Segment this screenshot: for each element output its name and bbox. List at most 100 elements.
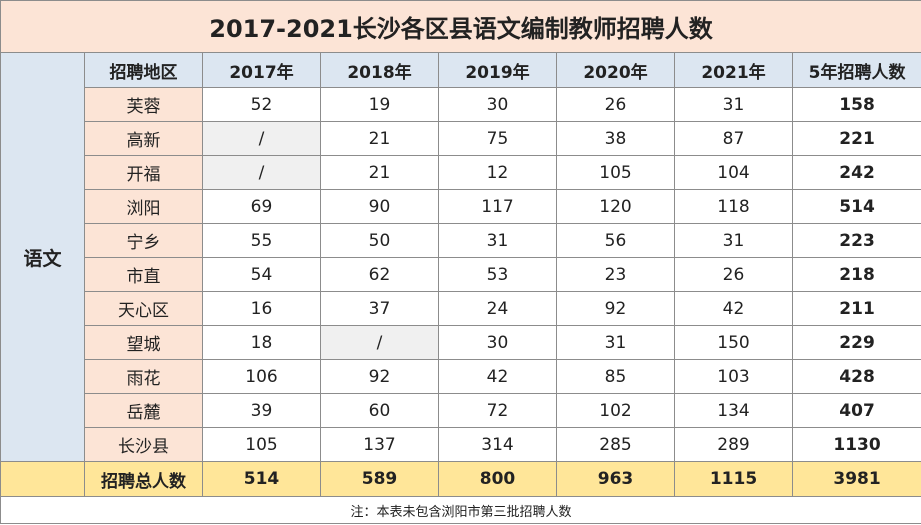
- value-cell: 12: [438, 155, 557, 190]
- value-cell: 42: [674, 291, 793, 326]
- value-cell: 314: [438, 427, 557, 462]
- value-cell: 105: [556, 155, 675, 190]
- total-cell: 3981: [791, 461, 921, 497]
- value-cell: 16: [202, 291, 321, 326]
- title-row: 2017-2021长沙各区县语文编制教师招聘人数: [0, 0, 921, 53]
- data-row: 高新/21 75 38 87 221: [1, 121, 921, 156]
- value-cell: 134: [674, 393, 793, 428]
- value-cell: 60: [320, 393, 439, 428]
- value-cell: 23: [556, 257, 675, 292]
- header-cell: 2019年: [438, 52, 557, 88]
- data-row: 天心区 16 37 24 92 42 211: [1, 291, 921, 326]
- value-cell: 92: [320, 359, 439, 394]
- table-title: 2017-2021长沙各区县语文编制教师招聘人数: [0, 0, 921, 53]
- header-row: 语文 招聘地区 2017年 2018年 2019年 2020年 2021年 5年招聘人数: [0, 52, 921, 462]
- region-cell: 市直: [84, 257, 203, 292]
- value-cell: 26: [674, 257, 793, 292]
- header-cell: 2018年: [320, 52, 439, 88]
- note: 注：本表未包含浏阳市第三批招聘人数: [0, 496, 921, 524]
- value-cell: 30: [438, 325, 557, 360]
- value-cell: 31: [556, 325, 675, 360]
- data-row: 开福/21 12 105 104 242: [1, 155, 921, 190]
- header-cell: 2021年: [674, 52, 793, 88]
- value-cell: 52: [202, 87, 321, 122]
- value-cell: 102: [556, 393, 675, 428]
- data-row: 芙蓉 52 19 30 26 31 158: [1, 87, 921, 122]
- data-row: 浏阳 69 90 117 120 118 514: [1, 189, 921, 224]
- total-spacer: [0, 461, 85, 497]
- value-cell: 150: [674, 325, 793, 360]
- data-row: 雨花 106 92 42 85 103 428: [1, 359, 921, 394]
- value-cell: 218: [791, 257, 921, 292]
- value-cell: 285: [556, 427, 675, 462]
- value-cell: 211: [791, 291, 921, 326]
- value-cell: 18: [202, 325, 321, 360]
- region-cell: 天心区: [84, 291, 203, 326]
- value-cell: 514: [791, 189, 921, 224]
- value-cell: 118: [674, 189, 793, 224]
- value-cell: 87: [674, 121, 793, 156]
- value-cell: 39: [202, 393, 321, 428]
- value-cell: 21: [320, 155, 439, 190]
- value-cell: 26: [556, 87, 675, 122]
- value-cell: 62: [320, 257, 439, 292]
- data-row: 市直 54 62 53 23 26 218: [1, 257, 921, 292]
- value-cell: 38: [556, 121, 675, 156]
- value-cell: 106: [202, 359, 321, 394]
- header-cell: 招聘地区: [84, 52, 203, 88]
- region-cell: 望城: [84, 325, 203, 360]
- region-cell: 雨花: [84, 359, 203, 394]
- total-cell: 963: [556, 461, 675, 497]
- value-cell: 428: [791, 359, 921, 394]
- value-cell: 69: [202, 189, 321, 224]
- data-row: 长沙县 105 137 314 285 289 1130: [1, 427, 921, 462]
- total-cell: 514: [202, 461, 321, 497]
- value-cell: 24: [438, 291, 557, 326]
- value-cell: /: [320, 325, 439, 360]
- value-cell: 229: [791, 325, 921, 360]
- data-row: 望城 18/30 31 150 229: [1, 325, 921, 360]
- value-cell: 120: [556, 189, 675, 224]
- total-cell: 招聘总人数: [84, 461, 203, 497]
- value-cell: 242: [791, 155, 921, 190]
- region-cell: 高新: [84, 121, 203, 156]
- value-cell: 105: [202, 427, 321, 462]
- value-cell: 37: [320, 291, 439, 326]
- value-cell: 19: [320, 87, 439, 122]
- value-cell: 31: [674, 223, 793, 258]
- value-cell: 407: [791, 393, 921, 428]
- header-cell: 2020年: [556, 52, 675, 88]
- region-cell: 长沙县: [84, 427, 203, 462]
- region-cell: 开福: [84, 155, 203, 190]
- value-cell: 104: [674, 155, 793, 190]
- total-cell: 589: [320, 461, 439, 497]
- value-cell: /: [202, 121, 321, 156]
- subject-cell: 语文: [0, 52, 85, 462]
- value-cell: 75: [438, 121, 557, 156]
- value-cell: 54: [202, 257, 321, 292]
- value-cell: 55: [202, 223, 321, 258]
- header-cell: 5年招聘人数: [791, 52, 921, 88]
- note-row: 注：本表未包含浏阳市第三批招聘人数: [0, 496, 921, 524]
- value-cell: 21: [320, 121, 439, 156]
- data-row: 宁乡 55 50 31 56 31 223: [1, 223, 921, 258]
- value-cell: 56: [556, 223, 675, 258]
- value-cell: 137: [320, 427, 439, 462]
- value-cell: 117: [438, 189, 557, 224]
- value-cell: 90: [320, 189, 439, 224]
- data-row: 岳麓 39 60 72 102 134 407: [1, 393, 921, 428]
- total-cell: 1115: [674, 461, 793, 497]
- total-row: 招聘总人数 514 589 800 963 1115 3981: [0, 461, 921, 497]
- total-cell: 800: [438, 461, 557, 497]
- value-cell: 31: [438, 223, 557, 258]
- value-cell: 223: [791, 223, 921, 258]
- region-cell: 岳麓: [84, 393, 203, 428]
- value-cell: 85: [556, 359, 675, 394]
- value-cell: 1130: [791, 427, 921, 462]
- value-cell: 50: [320, 223, 439, 258]
- region-cell: 宁乡: [84, 223, 203, 258]
- value-cell: 289: [674, 427, 793, 462]
